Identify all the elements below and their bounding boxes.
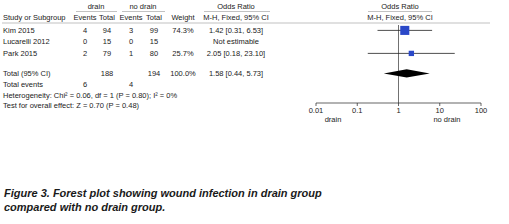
study-name: Park 2015	[3, 49, 37, 58]
x-tick-label: 0.01	[309, 106, 324, 115]
reference-line	[398, 25, 399, 103]
column-header: Weight	[171, 13, 195, 22]
heterogeneity: Heterogeneity: Chi² = 0.06, df = 1 (P = …	[3, 91, 177, 100]
weight: 25.7%	[172, 49, 194, 58]
column-header: M-H, Fixed, 95% CI	[367, 13, 432, 22]
events: 0	[83, 37, 87, 46]
total: 80	[150, 49, 158, 58]
x-tick-label: 1	[396, 106, 400, 115]
odds-ratio-ci: 1.58 [0.44, 5.73]	[209, 69, 263, 78]
x-tick-label: 100	[475, 106, 488, 115]
favours-right: no drain	[433, 115, 460, 124]
header-rule	[122, 11, 165, 12]
odds-ratio-ci: 1.42 [0.31, 6.53]	[209, 26, 263, 35]
total: 79	[103, 49, 111, 58]
study-marker	[409, 51, 414, 56]
favours-left: drain	[325, 115, 342, 124]
total: 99	[150, 26, 158, 35]
x-tick-label: 10	[436, 106, 444, 115]
column-header: Events	[74, 13, 97, 22]
header-rule	[204, 11, 270, 12]
total: 15	[103, 37, 111, 46]
caption-line: compared with no drain group.	[4, 201, 165, 213]
pooled-diamond	[384, 69, 430, 77]
column-header: Events	[120, 13, 143, 22]
events: 4	[129, 80, 133, 89]
caption: Figure 3. Forest plot showing wound infe…	[4, 187, 322, 213]
column-header: Total	[99, 13, 115, 22]
group-header: no drain	[129, 2, 156, 11]
weight: 100.0%	[170, 69, 196, 78]
total: 188	[101, 69, 114, 78]
events: 3	[129, 26, 133, 35]
weight: 74.3%	[172, 26, 194, 35]
forest-plot: drain no drain Odds Ratio Odds Ratio Study o…	[0, 0, 509, 224]
column-header: M-H, Fixed, 95% CI	[203, 13, 268, 22]
total: 15	[150, 37, 158, 46]
study-name: Kim 2015	[3, 26, 35, 35]
events: 6	[83, 80, 87, 89]
events: 0	[129, 37, 133, 46]
study-name: Lucarelli 2012	[3, 37, 50, 46]
header-rule	[368, 11, 432, 12]
study-marker	[400, 26, 409, 35]
x-tick-label: 0.1	[352, 106, 362, 115]
total-name: Total (95% CI)	[3, 69, 51, 78]
events: 1	[129, 49, 133, 58]
events: 2	[83, 49, 87, 58]
total-events-name: Total events	[3, 80, 43, 89]
odds-ratio-ci: 2.05 [0.18, 23.10]	[207, 49, 265, 58]
header-rule	[2, 23, 490, 24]
effect-header: Odds Ratio	[381, 2, 419, 11]
effect-header: Odds Ratio	[217, 2, 255, 11]
column-header: Study or Subgroup	[3, 13, 66, 22]
caption-line: Figure 3. Forest plot showing wound infe…	[4, 187, 322, 199]
group-header: drain	[88, 2, 105, 11]
events: 4	[83, 26, 87, 35]
total: 194	[148, 69, 161, 78]
overall-effect: Test for overall effect: Z = 0.70 (P = 0…	[3, 101, 140, 110]
header-rule	[76, 11, 117, 12]
plot-area	[368, 25, 455, 103]
total: 94	[103, 26, 111, 35]
odds-ratio-ci: Not estimable	[213, 37, 259, 46]
column-header: Total	[146, 13, 162, 22]
